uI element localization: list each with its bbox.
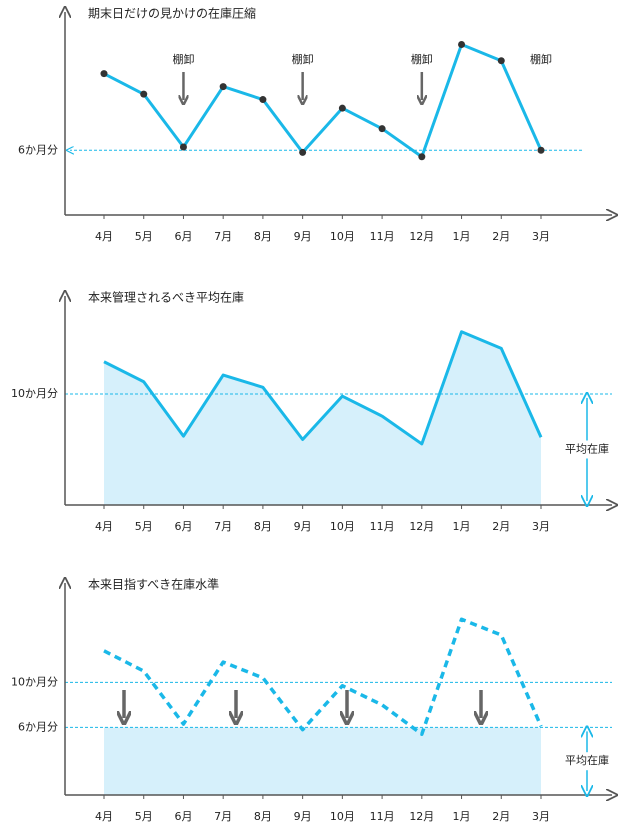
x-tick-label: 8月 xyxy=(254,810,272,823)
annotation: 棚卸 xyxy=(411,52,433,66)
x-tick-label: 1月 xyxy=(453,810,471,823)
marker xyxy=(458,41,466,49)
line xyxy=(103,330,543,446)
target-band xyxy=(104,727,541,795)
annotation: 平均在庫 xyxy=(565,441,609,455)
label-bg xyxy=(555,752,619,771)
x-tick-label: 11月 xyxy=(370,810,395,823)
marker xyxy=(219,83,227,91)
x-tick-label: 7月 xyxy=(214,810,232,823)
chart-title: 本来目指すべき在庫水準 xyxy=(88,577,219,592)
x-tick-label: 6月 xyxy=(174,810,192,823)
marker xyxy=(537,146,545,154)
chart-title: 期末日だけの見かけの在庫圧縮 xyxy=(88,6,256,21)
y-tick-label: 10か月分 xyxy=(11,675,58,688)
x-tick-label: 6月 xyxy=(174,520,192,533)
x-tick-label: 3月 xyxy=(532,230,550,243)
x-tick-label: 7月 xyxy=(214,520,232,533)
x-tick-label: 11月 xyxy=(370,520,395,533)
x-tick-label: 1月 xyxy=(453,520,471,533)
annotation: 棚卸 xyxy=(530,52,552,66)
x-tick-label: 9月 xyxy=(294,520,312,533)
marker xyxy=(378,125,386,133)
x-tick-label: 9月 xyxy=(294,230,312,243)
x-tick-label: 6月 xyxy=(174,230,192,243)
x-tick-label: 11月 xyxy=(370,230,395,243)
annotation: 平均在庫 xyxy=(565,753,609,767)
y-tick-label: 6か月分 xyxy=(18,720,58,733)
y-tick-label: 6か月分 xyxy=(18,143,58,156)
marker xyxy=(418,153,426,161)
x-tick-label: 3月 xyxy=(532,520,550,533)
marker xyxy=(100,70,108,78)
x-tick-label: 5月 xyxy=(135,810,153,823)
marker xyxy=(299,148,307,156)
x-tick-label: 5月 xyxy=(135,230,153,243)
x-tick-label: 4月 xyxy=(95,810,113,823)
label-bg xyxy=(555,440,619,459)
annotation: 棚卸 xyxy=(172,52,194,66)
x-tick-label: 5月 xyxy=(135,520,153,533)
x-tick-label: 2月 xyxy=(492,810,510,823)
x-tick-label: 12月 xyxy=(409,520,434,533)
x-tick-label: 9月 xyxy=(294,810,312,823)
x-tick-label: 10月 xyxy=(330,520,355,533)
x-tick-label: 7月 xyxy=(214,230,232,243)
x-tick-label: 4月 xyxy=(95,520,113,533)
chart-title: 本来管理されるべき平均在庫 xyxy=(88,290,244,305)
line xyxy=(103,43,543,159)
x-tick-label: 10月 xyxy=(330,810,355,823)
x-tick-label: 2月 xyxy=(492,520,510,533)
x-tick-label: 2月 xyxy=(492,230,510,243)
marker xyxy=(497,57,505,65)
x-tick-label: 3月 xyxy=(532,810,550,823)
x-tick-label: 12月 xyxy=(409,810,434,823)
x-tick-label: 12月 xyxy=(409,230,434,243)
marker xyxy=(259,96,267,104)
x-tick-label: 8月 xyxy=(254,520,272,533)
x-tick-label: 1月 xyxy=(453,230,471,243)
marker xyxy=(338,104,346,112)
x-tick-label: 8月 xyxy=(254,230,272,243)
line xyxy=(103,617,543,736)
marker xyxy=(179,143,187,151)
x-tick-label: 4月 xyxy=(95,230,113,243)
x-tick-label: 10月 xyxy=(330,230,355,243)
y-tick-label: 10か月分 xyxy=(11,387,58,400)
marker xyxy=(140,90,148,98)
annotation: 棚卸 xyxy=(292,52,314,66)
